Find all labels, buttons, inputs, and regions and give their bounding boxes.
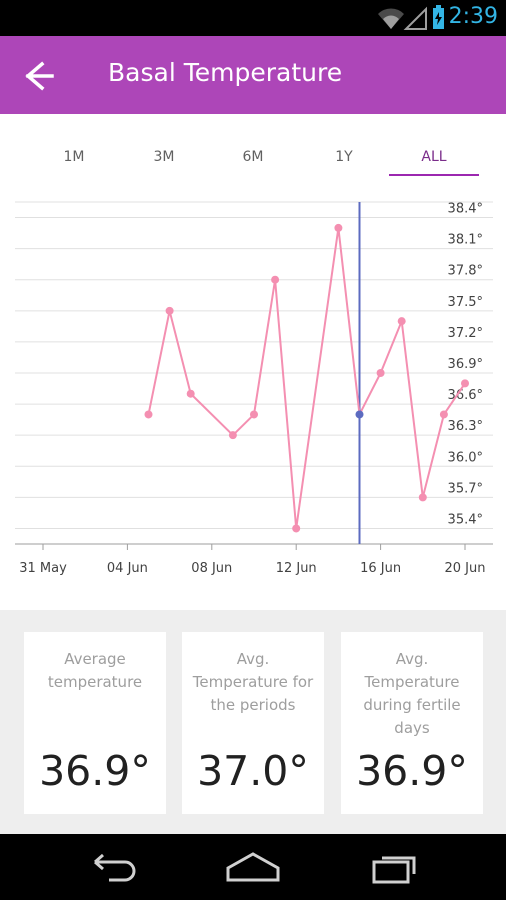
y-tick-label: 37.8° (448, 264, 483, 279)
tab-3m[interactable]: 3M (153, 149, 175, 165)
data-point (461, 379, 469, 388)
status-bar: 2:39 (0, 0, 506, 36)
stat-card-average: Average temperature 36.9° (24, 632, 166, 814)
battery-icon (433, 5, 444, 29)
status-icons (376, 5, 452, 36)
temperature-chart[interactable]: 38.4° 38.1° 37.8° 37.5° 37.2° 36.9° 36.6° 36.3°… (0, 190, 506, 590)
data-point (439, 410, 448, 419)
x-tick-label: 04 Jun (107, 561, 148, 576)
x-tick-label: 12 Jun (276, 561, 317, 576)
y-tick-label: 35.7° (448, 481, 483, 496)
x-tick-label: 08 Jun (191, 561, 232, 576)
arrow-left-icon (25, 61, 54, 91)
data-point (418, 493, 427, 502)
tab-all[interactable]: ALL (421, 149, 447, 165)
data-point (165, 306, 174, 315)
page-title: Basal Temperature (108, 58, 343, 87)
app-bar: Basal Temperature (0, 36, 506, 114)
stat-card-periods: Avg. Temperature for the periods 37.0° (182, 632, 324, 814)
data-point (271, 275, 280, 284)
y-tick-label: 36.6° (448, 388, 483, 403)
back-button[interactable] (20, 60, 58, 92)
tab-1y[interactable]: 1Y (335, 149, 353, 165)
y-tick-label: 36.3° (448, 419, 483, 434)
stat-value: 37.0° (197, 747, 309, 795)
nav-back-button[interactable] (79, 846, 149, 888)
x-tick-label: 20 Jun (445, 561, 486, 576)
recent-apps-icon (372, 856, 416, 884)
signal-icon (403, 6, 427, 30)
wifi-icon (378, 8, 404, 29)
y-tick-label: 37.2° (448, 326, 483, 341)
nav-home-button[interactable] (218, 846, 288, 888)
range-tabs: 1M 3M 6M 1Y ALL (0, 114, 506, 184)
y-tick-label: 36.0° (448, 450, 483, 465)
back-nav-icon (94, 853, 136, 882)
system-nav-bar (0, 834, 506, 900)
stat-value: 36.9° (39, 747, 151, 795)
data-point (250, 410, 258, 419)
y-tick-label: 35.4° (448, 512, 483, 527)
x-tick-label: 31 May (19, 561, 67, 576)
stats-panel: Average temperature 36.9° Avg. Temperatu… (0, 610, 506, 834)
status-time: 2:39 (448, 4, 498, 29)
data-point (334, 223, 343, 232)
selected-data-point (355, 410, 364, 419)
nav-recent-button[interactable] (362, 846, 432, 888)
data-point (376, 369, 385, 377)
y-tick-label: 37.5° (448, 295, 483, 310)
series-line (147, 226, 466, 530)
tab-1m[interactable]: 1M (63, 149, 85, 165)
stat-label: Avg. Temperature for the periods (192, 650, 314, 714)
temperature-chart-svg: 38.4° 38.1° 37.8° 37.5° 37.2° 36.9° 36.6° 36.3°… (15, 201, 493, 576)
stat-value: 36.9° (356, 747, 468, 795)
y-tick-label: 36.9° (448, 357, 483, 372)
stat-card-fertile: Avg. Temperature during fertile days 36.… (341, 632, 483, 814)
stat-label: Average temperature (47, 650, 143, 691)
data-point (228, 431, 237, 440)
data-point (397, 317, 406, 326)
y-tick-label: 38.4° (448, 202, 483, 217)
y-tick-label: 38.1° (448, 233, 483, 248)
data-point (144, 410, 153, 419)
stat-label: Avg. Temperature during fertile days (363, 650, 461, 737)
tab-6m[interactable]: 6M (242, 149, 264, 165)
data-point (292, 524, 301, 533)
tab-indicator (389, 174, 479, 176)
data-point (186, 389, 195, 398)
home-nav-icon (226, 852, 280, 882)
x-tick-label: 16 Jun (360, 561, 401, 576)
